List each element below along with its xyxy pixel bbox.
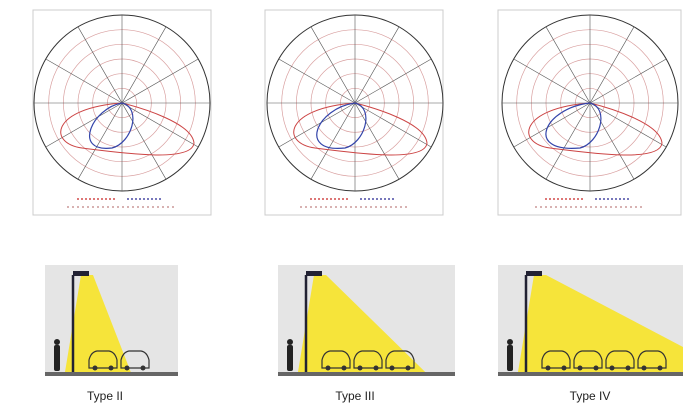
car [353,350,383,369]
blue-curve [545,102,602,149]
car [637,350,667,369]
car [573,350,603,369]
ground [45,372,178,376]
panel-label: Type II [87,389,123,403]
car-wheel [561,365,567,371]
car-wheel [325,365,331,371]
polar-frame [497,9,682,216]
car-wheel [641,365,647,371]
car [541,350,571,369]
lamp-head [306,271,322,276]
red-curve [293,102,428,156]
car-wheel [373,365,379,371]
car [88,350,118,369]
car-wheel [108,365,114,371]
car-wheel [92,365,98,371]
lamp-head [73,271,89,276]
panel-label: Type IV [570,389,611,403]
panel-label: Type III [335,389,374,403]
red-curve [60,102,195,156]
car-wheel [341,365,347,371]
car-wheel [545,365,551,371]
car-wheel [140,365,146,371]
red-curve [528,102,663,156]
blue-curve [89,102,134,149]
car-wheel [405,365,411,371]
car [120,350,150,369]
light-beam [298,275,426,372]
lamp-head [526,271,542,276]
person-body [54,345,60,371]
car-wheel [593,365,599,371]
light-beam [65,275,131,372]
car-wheel [124,365,130,371]
ground [498,372,683,376]
car-wheel [657,365,663,371]
car [385,350,415,369]
person-head [507,339,513,345]
car-wheel [609,365,615,371]
ground [278,372,455,376]
car [605,350,635,369]
person-head [287,339,293,345]
person-head [54,339,60,345]
light-beam [518,275,683,372]
car-wheel [577,365,583,371]
car-wheel [625,365,631,371]
person-body [287,345,293,371]
car [321,350,351,369]
person-body [507,345,513,371]
blue-curve [316,102,367,149]
car-wheel [389,365,395,371]
polar-frame [264,9,444,216]
car-wheel [357,365,363,371]
